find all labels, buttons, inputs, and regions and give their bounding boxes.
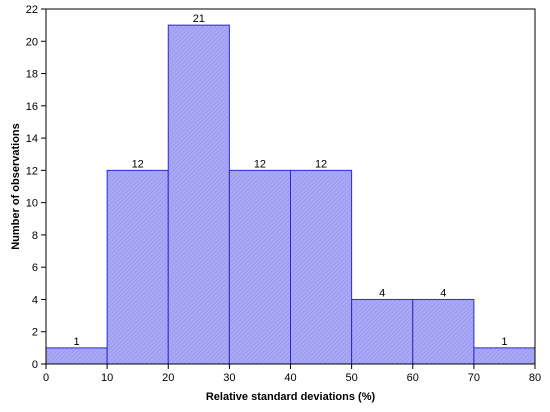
y-tick-label: 4	[32, 294, 38, 306]
y-tick-label: 6	[32, 262, 38, 274]
x-tick-label: 10	[101, 372, 113, 384]
x-tick-label: 20	[162, 372, 174, 384]
histogram-bar	[473, 347, 536, 365]
bar-value-label: 4	[440, 287, 446, 299]
bar-value-label: 21	[193, 13, 205, 25]
bar-value-label: 1	[501, 336, 507, 348]
y-tick-label: 12	[26, 165, 38, 177]
y-tick-label: 8	[32, 230, 38, 242]
bar-group	[45, 24, 536, 365]
histogram-bar	[106, 169, 169, 365]
x-tick-label: 50	[346, 372, 358, 384]
bar-value-label: 12	[315, 158, 327, 170]
y-tick-label: 0	[32, 359, 38, 371]
histogram-bar	[45, 347, 108, 365]
x-tick-label: 70	[468, 372, 480, 384]
y-tick-label: 22	[26, 4, 38, 16]
histogram-bar	[228, 169, 291, 365]
bar-value-label: 12	[254, 158, 266, 170]
bar-value-label: 1	[74, 336, 80, 348]
bar-label-group: 1 12 21 12 12 4 4 1	[74, 13, 508, 348]
x-tick-label: 60	[407, 372, 419, 384]
x-axis-title: Relative standard deviations (%)	[206, 391, 376, 403]
x-tick-label: 0	[43, 372, 49, 384]
x-tick-label: 30	[223, 372, 235, 384]
y-tick-label: 2	[32, 327, 38, 339]
y-axis-title: Number of observations	[10, 123, 22, 250]
bar-value-label: 12	[132, 158, 144, 170]
x-tick-label: 40	[284, 372, 296, 384]
x-axis: 0 10 20 30 40 50 60 70 80	[43, 364, 541, 384]
histogram-bar	[167, 24, 230, 365]
histogram-bar	[290, 169, 353, 365]
y-axis: 0 2 4 6 8 10 12 14 16 18 20 22	[26, 4, 46, 371]
y-tick-label: 10	[26, 198, 38, 210]
y-tick-label: 14	[26, 133, 38, 145]
y-tick-label: 20	[26, 36, 38, 48]
y-tick-label: 18	[26, 69, 38, 81]
x-tick-label: 80	[529, 372, 541, 384]
bar-value-label: 4	[379, 287, 385, 299]
y-tick-label: 16	[26, 101, 38, 113]
histogram-bar	[412, 298, 475, 365]
histogram-bar	[351, 298, 414, 365]
